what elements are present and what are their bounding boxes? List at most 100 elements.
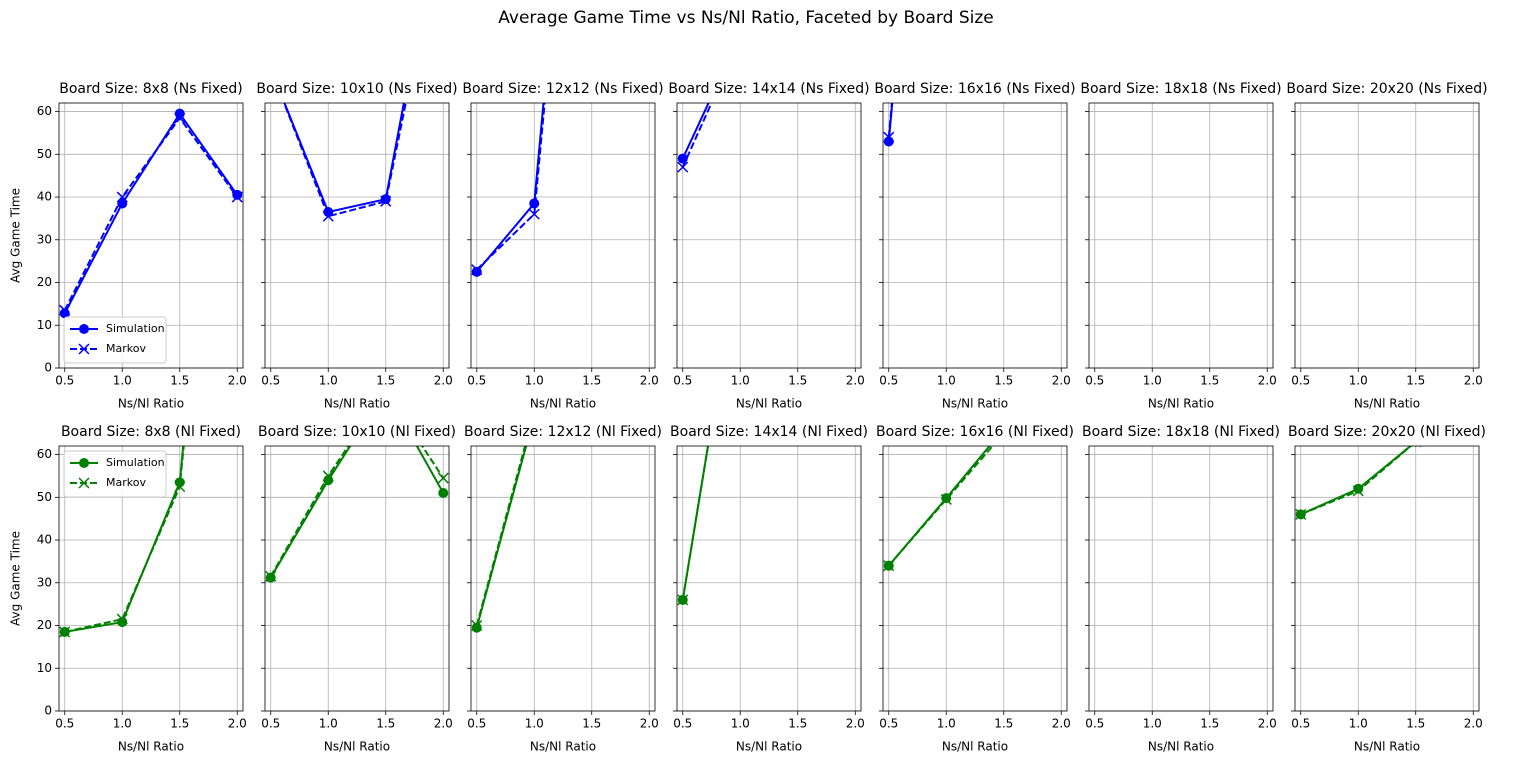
plot-frame: [58, 102, 244, 369]
x-tick-label: 1.5: [1200, 374, 1219, 388]
x-tick-label: 0.5: [55, 374, 74, 388]
data-point: [116, 613, 128, 625]
subplot: 0.5 1.0 1.5 2.0 0 10 20 30 40 50 60 Board Size: 8x8…: [9, 81, 247, 411]
plot-area: [1295, 103, 1479, 368]
subplot: 0.5 1.0 1.5 2.0 Board Size: 18x18 (Ns Fixed)…: [1080, 81, 1281, 411]
data-point: [322, 470, 334, 482]
x-axis-label: Ns/Nl Ratio: [324, 397, 390, 411]
plot-area: [1089, 446, 1273, 711]
plot-area: [677, 446, 861, 711]
x-axis-label: Ns/Nl Ratio: [1354, 397, 1420, 411]
x-tick-label: 1.5: [376, 717, 395, 731]
y-tick-label: 50: [37, 490, 52, 504]
plot-frame: [1088, 445, 1274, 712]
x-tick-label: 1.5: [994, 374, 1013, 388]
x-tick-label: 0.5: [467, 717, 486, 731]
data-point: [322, 210, 334, 222]
data-point: [265, 570, 277, 582]
data-point: [471, 266, 482, 277]
plot-data: [677, 446, 710, 606]
x-axis-label: Ns/Nl Ratio: [942, 397, 1008, 411]
plot-frame: [264, 445, 450, 712]
subplot-title: Board Size: 12x12 (Ns Fixed): [462, 81, 663, 97]
figure-title: Average Game Time vs Ns/Nl Ratio, Facete…: [498, 8, 993, 28]
x-tick-label: 1.5: [1406, 717, 1425, 731]
series-line: [681, 446, 710, 601]
plot-area: [471, 446, 655, 711]
plot-area: [883, 446, 1067, 711]
x-tick-label: 1.5: [1200, 717, 1219, 731]
subplot: 0.5 1.0 1.5 2.0 Board Size: 18x18 (Nl Fixed)…: [1082, 424, 1280, 754]
legend-label: Simulation: [106, 322, 165, 335]
x-tick-label: 0.5: [1291, 374, 1310, 388]
plot-area: [677, 103, 861, 368]
x-tick-label: 1.0: [937, 374, 956, 388]
x-tick-label: 2.0: [1258, 374, 1277, 388]
subplot: 0.5 1.0 1.5 2.0 0 10 20 30 40 50 60 Board Size: 8x8…: [9, 424, 247, 754]
y-axis-label: Avg Game Time: [9, 188, 23, 283]
data-point: [174, 112, 186, 124]
y-tick-label: 60: [37, 447, 52, 461]
x-tick-label: 0.5: [261, 374, 280, 388]
plot-data: [883, 446, 994, 572]
y-tick-label: 30: [37, 575, 52, 589]
plot-data: [471, 446, 528, 633]
plot-data: [471, 103, 546, 277]
x-tick-label: 1.5: [788, 717, 807, 731]
subplot-title: Board Size: 18x18 (Ns Fixed): [1080, 81, 1281, 97]
x-tick-label: 0.5: [673, 374, 692, 388]
subplot-title: Board Size: 10x10 (Ns Fixed): [256, 81, 457, 97]
legend-marker: [79, 324, 89, 334]
x-tick-label: 1.0: [731, 374, 750, 388]
x-axis-label: Ns/Nl Ratio: [530, 397, 596, 411]
y-tick-label: 20: [37, 618, 52, 632]
data-point: [1352, 485, 1364, 497]
plot-data: [265, 446, 449, 583]
plot-frame: [882, 445, 1068, 712]
subplot: 0.5 1.0 1.5 2.0 Board Size: 20x20 (Ns Fixed)…: [1286, 81, 1487, 411]
legend: Simulation Markov: [63, 450, 167, 498]
data-point: [528, 208, 540, 220]
series-line: [63, 116, 239, 311]
x-axis-label: Ns/Nl Ratio: [530, 740, 596, 754]
data-point: [883, 131, 895, 143]
y-tick-label: 10: [37, 318, 52, 332]
data-point: [265, 572, 276, 583]
series-line: [475, 446, 527, 626]
plot-frame: [1294, 102, 1480, 369]
plot-area: [265, 103, 449, 368]
plot-data: [1295, 446, 1422, 520]
data-point: [883, 560, 895, 572]
x-tick-label: 0.5: [1291, 717, 1310, 731]
x-tick-label: 0.5: [55, 717, 74, 731]
data-point: [266, 64, 276, 74]
x-tick-label: 2.0: [640, 717, 659, 731]
x-tick-label: 0.5: [673, 717, 692, 731]
subplot-title: Board Size: 14x14 (Nl Fixed): [670, 424, 868, 440]
x-tick-label: 2.0: [434, 374, 453, 388]
y-tick-label: 10: [37, 661, 52, 675]
x-tick-label: 2.0: [846, 374, 865, 388]
y-tick-label: 0: [44, 704, 52, 718]
x-tick-label: 0.5: [261, 717, 280, 731]
x-axis-label: Ns/Nl Ratio: [736, 397, 802, 411]
plot-data: [266, 64, 407, 222]
subplot-title: Board Size: 8x8 (Nl Fixed): [61, 424, 241, 440]
subplot: 0.5 1.0 1.5 2.0 Board Size: 12x12 (Nl Fixed)…: [464, 424, 662, 754]
x-tick-label: 2.0: [640, 374, 659, 388]
x-tick-label: 1.0: [1349, 717, 1368, 731]
plot-frame: [470, 445, 656, 712]
legend-marker: [78, 343, 90, 355]
legend-label: Markov: [106, 342, 146, 355]
x-tick-label: 2.0: [228, 717, 247, 731]
subplot-title: Board Size: 14x14 (Ns Fixed): [668, 81, 869, 97]
x-axis-label: Ns/Nl Ratio: [118, 740, 184, 754]
series-line: [476, 103, 546, 271]
data-point: [59, 626, 71, 638]
x-tick-label: 2.0: [1052, 717, 1071, 731]
subplot: 0.5 1.0 1.5 2.0 Board Size: 12x12 (Ns Fixed)…: [462, 81, 663, 411]
x-axis-label: Ns/Nl Ratio: [1354, 740, 1420, 754]
data-point: [471, 622, 482, 633]
subplot-title: Board Size: 10x10 (Nl Fixed): [258, 424, 456, 440]
